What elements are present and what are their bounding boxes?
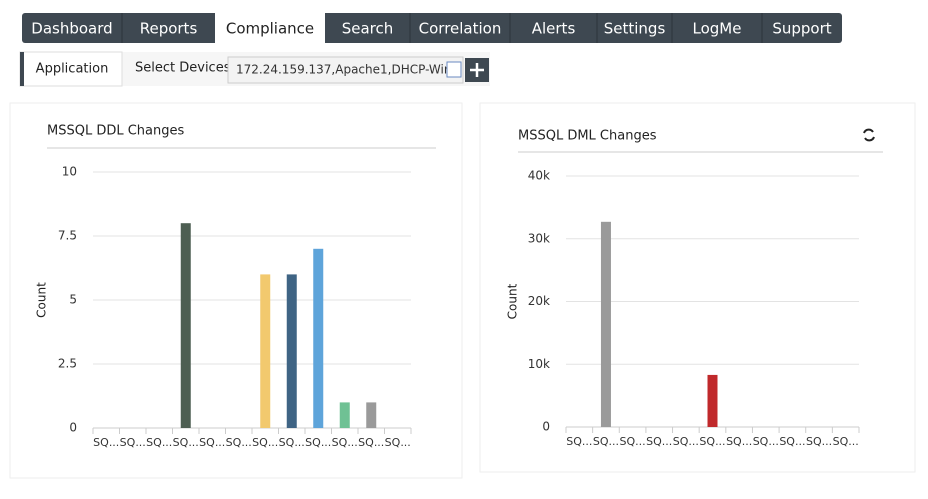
bar xyxy=(339,402,350,428)
y-tick-label: 40k xyxy=(528,169,550,183)
nav-tab[interactable]: Reports xyxy=(140,20,198,38)
nav-tab[interactable]: Support xyxy=(772,20,831,38)
bar xyxy=(366,402,377,428)
y-tick-label: 10k xyxy=(528,357,550,371)
x-tick-label: SQ... xyxy=(779,435,805,448)
x-tick-label: SQ... xyxy=(173,436,199,449)
nav-tab[interactable]: Dashboard xyxy=(31,20,112,38)
y-tick-label: 10 xyxy=(62,165,77,179)
bar xyxy=(286,274,297,428)
y-axis-label: Count xyxy=(506,283,520,319)
x-tick-label: SQ... xyxy=(305,436,331,449)
y-tick-label: 0 xyxy=(69,421,77,435)
nav-bar: Dashboard Reports Compliance Search Correlat… xyxy=(22,11,842,44)
y-tick-label: 7.5 xyxy=(58,229,77,243)
nav-tab[interactable]: Settings xyxy=(604,20,666,38)
bar xyxy=(313,248,324,428)
x-tick-label: SQ... xyxy=(332,436,358,449)
x-tick-label: SQ... xyxy=(833,435,859,448)
toolbar: Application Select Devices 172.24.159.13… xyxy=(19,51,490,87)
y-tick-label: 20k xyxy=(528,294,550,308)
nav-tab[interactable]: Compliance xyxy=(226,20,314,38)
x-tick-label: SQ... xyxy=(358,436,384,449)
nav-tab-active xyxy=(215,11,325,44)
y-tick-label: 2.5 xyxy=(58,357,77,371)
add-icon xyxy=(470,63,484,77)
x-tick-label: SQ... xyxy=(673,435,699,448)
x-tick-label: SQ... xyxy=(806,435,832,448)
x-tick-label: SQ... xyxy=(593,435,619,448)
tab-accent xyxy=(20,52,24,86)
x-tick-label: SQ... xyxy=(646,435,672,448)
x-tick-label: SQ... xyxy=(199,436,225,449)
y-axis-label: Count xyxy=(35,282,49,318)
application-tab[interactable] xyxy=(19,51,123,87)
select-devices-label: Select Devices xyxy=(135,61,231,76)
card xyxy=(9,102,463,479)
card xyxy=(479,102,916,473)
x-tick-label: SQ... xyxy=(726,435,752,448)
x-tick-label: SQ... xyxy=(120,436,146,449)
chart-title: MSSQL DDL Changes xyxy=(47,124,184,139)
application-tab-label[interactable]: Application xyxy=(36,62,109,77)
y-tick-label: 30k xyxy=(528,231,550,245)
devices-value: 172.24.159.137,Apache1,DHCP-Wind xyxy=(236,63,459,77)
x-tick-label: SQ... xyxy=(699,435,725,448)
x-tick-label: SQ... xyxy=(226,436,252,449)
x-tick-label: SQ... xyxy=(279,436,305,449)
x-tick-label: SQ... xyxy=(753,435,779,448)
refresh-arc xyxy=(863,128,875,142)
devices-field[interactable] xyxy=(227,56,464,84)
x-tick-label: SQ... xyxy=(566,435,592,448)
chart-title: MSSQL DML Changes xyxy=(518,129,657,144)
x-tick-label: SQ... xyxy=(93,436,119,449)
nav-tab[interactable]: Search xyxy=(342,20,394,38)
y-tick-label: 0 xyxy=(542,420,550,434)
refresh-icon[interactable] xyxy=(863,128,875,142)
x-tick-label: SQ... xyxy=(385,436,411,449)
x-tick-label: SQ... xyxy=(620,435,646,448)
bar xyxy=(600,221,611,427)
bar xyxy=(180,223,191,428)
nav-tab[interactable]: Correlation xyxy=(419,20,502,38)
bar xyxy=(260,274,271,428)
device-picker-icon[interactable] xyxy=(446,61,462,78)
bar xyxy=(707,374,718,427)
nav-tab[interactable]: Alerts xyxy=(532,20,576,38)
nav-tab[interactable]: LogMe xyxy=(693,20,742,38)
x-tick-label: SQ... xyxy=(252,436,278,449)
x-tick-label: SQ... xyxy=(146,436,172,449)
y-tick-label: 5 xyxy=(69,293,77,307)
